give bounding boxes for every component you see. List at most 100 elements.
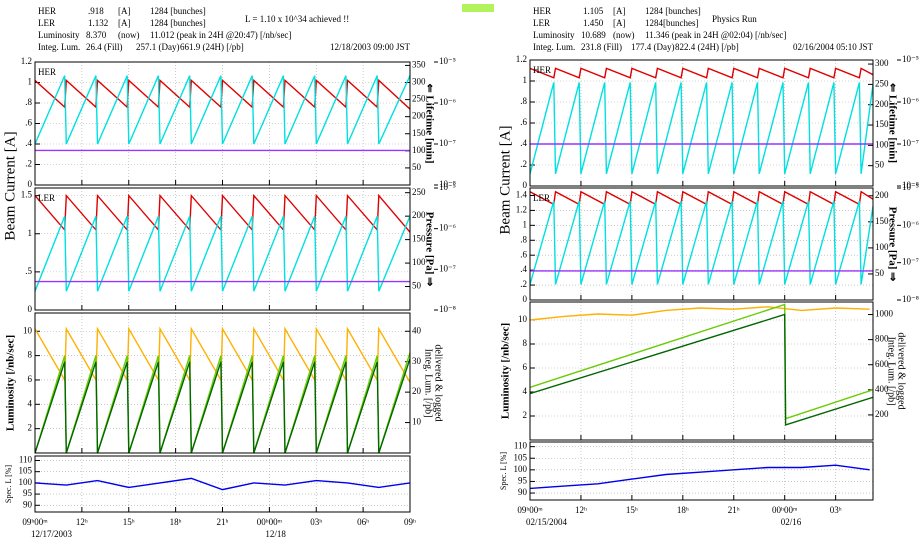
y-tick-label: 4: [28, 398, 33, 408]
header-text: HER: [533, 6, 551, 16]
y-tick-label: .8: [520, 96, 527, 106]
header-text: 1284 [bunches]: [150, 18, 206, 28]
y-tick-label: .6: [520, 249, 527, 259]
integ-axis-title: Integ. Lum. [/pb]: [886, 337, 897, 406]
plot-frame: [34, 187, 411, 311]
y3-tick-label: 10⁻⁶: [439, 223, 456, 233]
series-line: [530, 313, 873, 426]
y-tick-label: .2: [520, 279, 527, 289]
y-tick-label: 8: [523, 338, 528, 348]
y3-tick-label: 10⁻⁷: [902, 138, 919, 148]
integ-axis-title: Integ. Lum. [/pb]: [423, 349, 434, 418]
x-tick-label: 06ʰ: [357, 517, 369, 527]
header-text: Luminosity: [38, 30, 80, 40]
y-tick-label: 0: [28, 304, 33, 314]
y2-tick-label: 250: [412, 94, 426, 104]
lifetime-axis-title: ⇐ Lifetime [min]: [423, 83, 435, 163]
header-text: LER: [533, 18, 550, 28]
y-tick-label: .8: [520, 234, 527, 244]
pressure-axis-title: Pressure [Pa] ⇒: [886, 207, 898, 282]
timestamp: 12/18/2003 09:00 JST: [330, 42, 411, 52]
timestamp: 02/16/2004 05:10 JST: [793, 42, 874, 52]
header-text: 1284 [bunches]: [645, 6, 701, 16]
plot-frame: [34, 61, 411, 186]
panel-label: HER: [38, 67, 56, 77]
x-tick-label: 00ʰ00ᵐ: [257, 517, 283, 527]
y2-tick-label: 150: [412, 234, 426, 244]
y-tick-label: 0: [28, 179, 33, 189]
y-tick-label: 0: [523, 180, 528, 190]
header-text: (now): [613, 30, 635, 40]
x-tick-label: 21ʰ: [728, 505, 740, 515]
header-text: 8.370: [86, 30, 107, 40]
y2-tick-label: 50: [875, 268, 885, 278]
x-tick-label: 12ʰ: [575, 505, 587, 515]
y-tick-label: 2: [523, 410, 528, 420]
y2-tick-label: 100: [875, 242, 889, 252]
y-tick-label: 100: [514, 464, 528, 474]
header-text: 11.012 (peak in 24H @20:47) [/nb/sec]: [150, 30, 291, 40]
y-tick-label: .5: [25, 266, 32, 276]
lum-axis-title: Luminosity [/nb/sec]: [5, 335, 17, 431]
y2-tick-label: 200: [412, 111, 426, 121]
y2-tick-label: 30: [412, 356, 422, 366]
status-note: L = 1.10 x 10^34 achieved !!: [245, 14, 349, 24]
y2-tick-label: 400: [875, 384, 889, 394]
x-tick-label: 03ʰ: [830, 505, 842, 515]
y2-tick-label: 200: [875, 409, 889, 419]
y3-tick-label: 10⁻⁸: [902, 294, 919, 304]
y2-tick-label: 600: [875, 359, 889, 369]
x-tick-label: 09ʰ00ᵐ: [517, 505, 543, 515]
plot-frame: [529, 187, 874, 301]
header-text: LER: [38, 18, 55, 28]
y-tick-label: 1.4: [516, 190, 528, 200]
y2-tick-label: 200: [412, 210, 426, 220]
header-text: [A]: [118, 18, 131, 28]
y2-tick-label: 50: [875, 160, 885, 170]
y2-tick-label: 40: [412, 325, 422, 335]
plot-frame: [529, 301, 874, 441]
y-tick-label: 1.5: [21, 190, 33, 200]
header-text: [A]: [118, 6, 131, 16]
series-line: [530, 464, 870, 490]
date-label: 12/18: [265, 529, 286, 539]
y-tick-label: .8: [25, 97, 32, 107]
y2-tick-label: 150: [875, 119, 889, 129]
y3-tick-label: 10⁻⁸: [902, 180, 919, 190]
y3-tick-label: 10⁻⁷: [439, 263, 456, 273]
y3-tick-label: 10⁻⁷: [902, 257, 919, 267]
x-tick-label: 00ʰ00ᵐ: [772, 505, 798, 515]
y-tick-label: 10: [23, 325, 33, 335]
plot-frame: [34, 312, 411, 454]
y2-tick-label: 350: [412, 59, 426, 69]
header-text: Integ. Lum.: [38, 42, 80, 52]
series-line: [530, 303, 873, 420]
y3-tick-label: 10⁻⁸: [439, 304, 456, 314]
series-line: [35, 215, 410, 292]
y2-tick-label: 200: [875, 99, 889, 109]
x-tick-label: 09ʰ00ᵐ: [22, 517, 48, 527]
y-tick-label: 105: [514, 452, 528, 462]
spec-axis-title: Spec. L [%]: [4, 465, 13, 503]
y2-tick-label: 10: [412, 417, 422, 427]
y-tick-label: 100: [19, 477, 33, 487]
header-text: (now): [118, 30, 140, 40]
x-tick-label: 15ʰ: [123, 517, 135, 527]
x-tick-label: 12ʰ: [76, 517, 88, 527]
y3-tick-label: 10⁻⁵: [439, 182, 456, 192]
integ-axis-subtitle: delivered & logged: [896, 332, 907, 409]
series-line: [530, 306, 870, 321]
header-text: 661.9 (24H) [/pb]: [180, 42, 244, 52]
y-tick-label: 6: [28, 374, 33, 384]
y-tick-label: .6: [520, 117, 527, 127]
header-text: 1.132: [88, 18, 108, 28]
header-text: Luminosity: [533, 30, 575, 40]
header-text: HER: [38, 6, 56, 16]
y-tick-label: 8: [28, 350, 33, 360]
lum-axis-title: Luminosity [/nb/sec]: [500, 323, 512, 419]
header-text: 26.4 (Fill): [86, 42, 123, 52]
x-tick-label: 15ʰ: [626, 505, 638, 515]
header-text: 177.4 (Day): [631, 42, 675, 52]
status-indicator: [462, 4, 494, 12]
